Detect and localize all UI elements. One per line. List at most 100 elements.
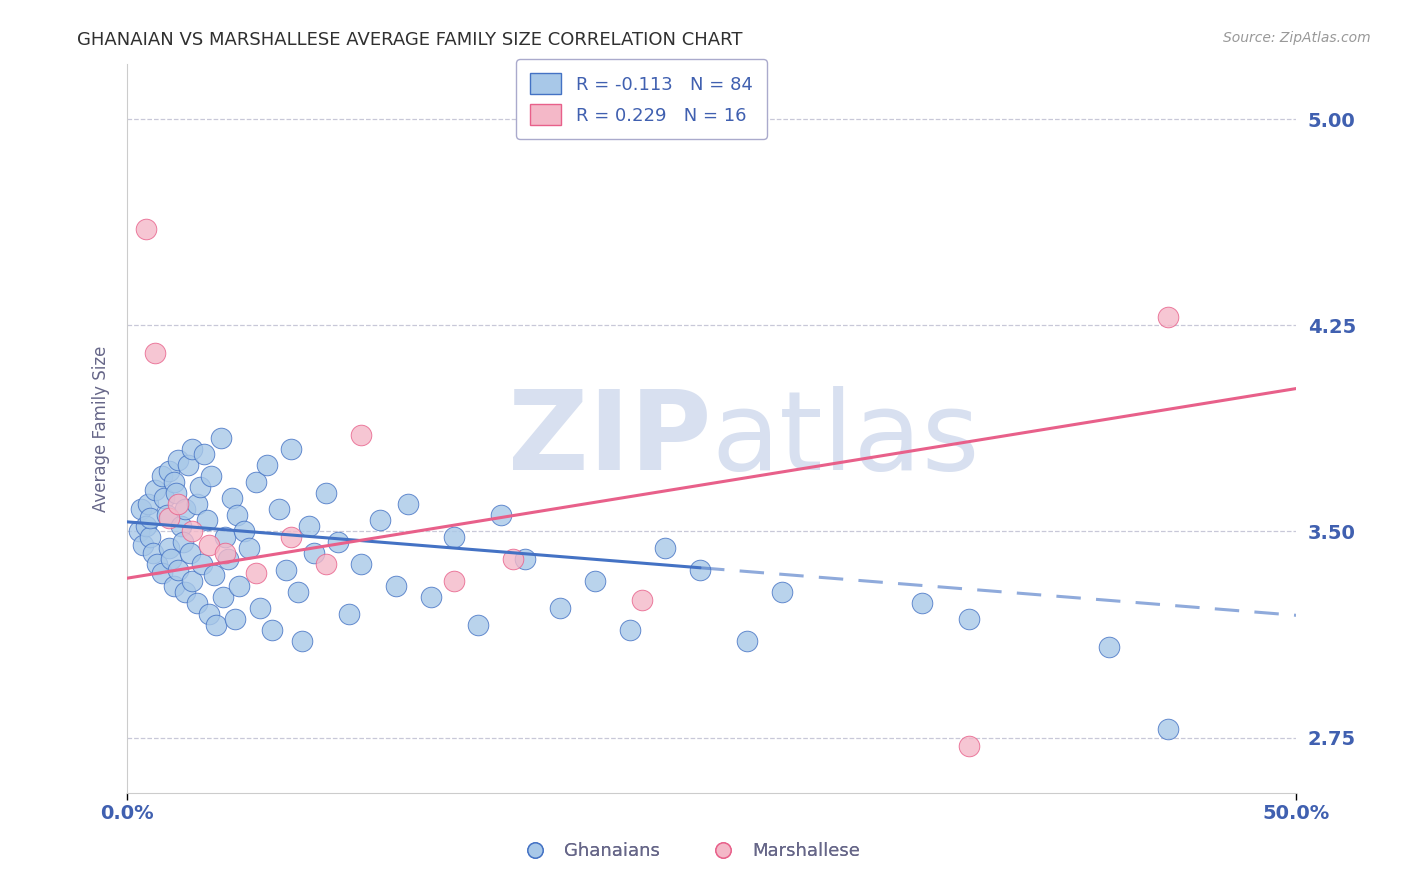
Point: [139, 530, 162, 544]
Point: [167, 453, 190, 467]
Point: [172, 535, 194, 549]
Point: [1157, 310, 1180, 324]
Point: [167, 563, 190, 577]
Point: [181, 524, 204, 539]
Point: [630, 593, 652, 607]
Point: [267, 502, 290, 516]
Point: [129, 502, 152, 516]
Point: [128, 524, 150, 539]
Point: [350, 428, 373, 442]
Point: [396, 497, 419, 511]
Point: [735, 634, 758, 648]
Point: [135, 222, 157, 236]
Point: [153, 491, 176, 506]
Point: [167, 497, 190, 511]
Point: [619, 624, 641, 638]
Point: [146, 558, 169, 572]
Point: [143, 345, 166, 359]
Point: [368, 513, 391, 527]
Text: ZIP: ZIP: [509, 386, 711, 492]
Point: [280, 530, 302, 544]
Point: [326, 535, 349, 549]
Point: [1157, 723, 1180, 737]
Point: [385, 579, 408, 593]
Point: [212, 591, 235, 605]
Point: [157, 510, 180, 524]
Point: [280, 442, 302, 456]
Point: [157, 541, 180, 555]
Point: [214, 546, 236, 560]
Point: [228, 579, 250, 593]
Point: [186, 497, 208, 511]
Point: [911, 596, 934, 610]
Point: [274, 563, 297, 577]
Text: atlas: atlas: [711, 386, 980, 492]
Point: [202, 568, 225, 582]
Point: [957, 612, 980, 626]
Point: [150, 566, 173, 580]
Point: [233, 524, 256, 539]
Point: [443, 530, 465, 544]
Point: [583, 574, 606, 588]
Point: [238, 541, 260, 555]
Point: [467, 618, 489, 632]
Point: [150, 469, 173, 483]
Point: [654, 541, 676, 555]
Point: [337, 607, 360, 621]
Point: [291, 634, 314, 648]
Point: [221, 491, 243, 506]
Point: [298, 519, 321, 533]
Text: Source: ZipAtlas.com: Source: ZipAtlas.com: [1223, 31, 1371, 45]
Point: [163, 475, 186, 489]
Point: [177, 458, 200, 473]
Point: [198, 607, 221, 621]
Legend: Ghanaians, Marshallese: Ghanaians, Marshallese: [510, 835, 868, 867]
Point: [224, 612, 246, 626]
Point: [260, 624, 283, 638]
Point: [165, 486, 187, 500]
Point: [163, 579, 186, 593]
Point: [1098, 640, 1121, 654]
Point: [302, 546, 325, 560]
Point: [513, 552, 536, 566]
Point: [226, 508, 249, 522]
Point: [209, 431, 232, 445]
Point: [217, 552, 239, 566]
Point: [315, 558, 337, 572]
Point: [174, 502, 197, 516]
Point: [770, 585, 793, 599]
Point: [160, 552, 183, 566]
Text: GHANAIAN VS MARSHALLESE AVERAGE FAMILY SIZE CORRELATION CHART: GHANAIAN VS MARSHALLESE AVERAGE FAMILY S…: [77, 31, 742, 49]
Point: [198, 538, 221, 552]
Point: [249, 601, 271, 615]
Point: [195, 513, 218, 527]
Point: [156, 508, 179, 522]
Point: [957, 739, 980, 753]
Point: [136, 497, 159, 511]
Point: [689, 563, 711, 577]
Point: [179, 546, 201, 560]
Point: [188, 481, 211, 495]
Point: [315, 486, 337, 500]
Point: [245, 475, 267, 489]
Point: [200, 469, 222, 483]
Y-axis label: Average Family Size: Average Family Size: [93, 345, 110, 511]
Point: [548, 601, 571, 615]
Point: [143, 483, 166, 498]
Point: [193, 448, 215, 462]
Point: [157, 464, 180, 478]
Point: [191, 558, 214, 572]
Point: [256, 458, 278, 473]
Point: [489, 508, 512, 522]
Point: [420, 591, 443, 605]
Point: [502, 552, 524, 566]
Point: [443, 574, 465, 588]
Point: [174, 585, 197, 599]
Point: [245, 566, 267, 580]
Point: [132, 538, 155, 552]
Point: [139, 510, 162, 524]
Point: [350, 558, 373, 572]
Point: [287, 585, 309, 599]
Point: [142, 546, 165, 560]
Point: [181, 442, 204, 456]
